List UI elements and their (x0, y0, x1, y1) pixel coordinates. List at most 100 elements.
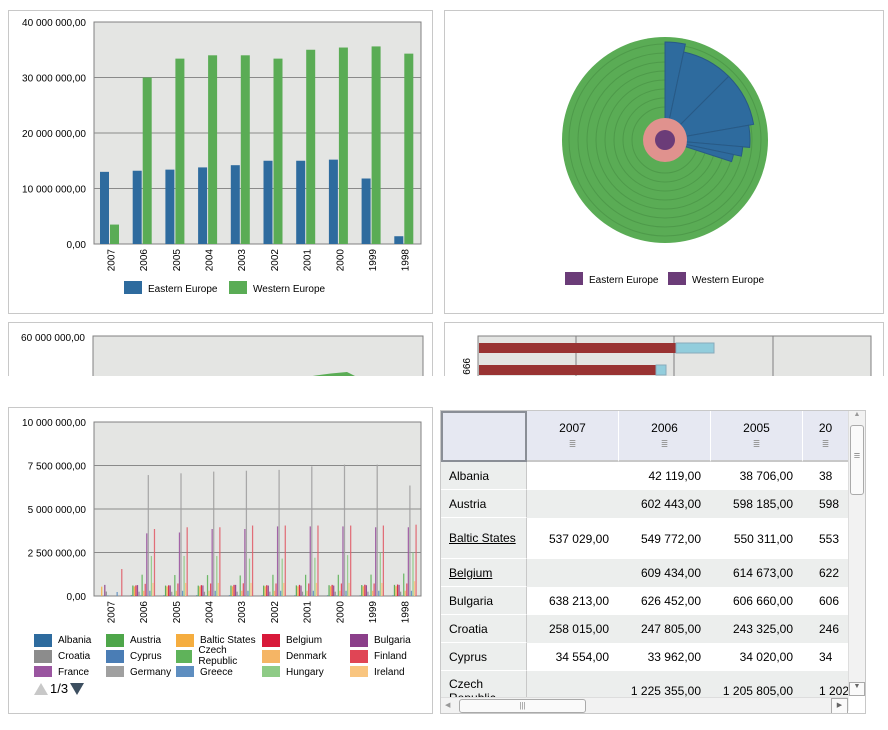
table-cell[interactable]: 246 (803, 615, 849, 643)
area-chart-panel: 60 000 000,00 (8, 322, 433, 382)
legend-swatch (262, 665, 280, 677)
column-header[interactable]: 2007 ≣ (527, 411, 619, 462)
table-cell[interactable]: 38 (803, 462, 849, 490)
table-cell[interactable]: 549 772,00 (619, 518, 711, 559)
table-cell[interactable]: 614 673,00 (711, 559, 803, 587)
table-cell[interactable]: 598 185,00 (711, 490, 803, 518)
legend-item[interactable]: Belgium (262, 632, 350, 648)
table-cell[interactable]: 258 015,00 (527, 615, 619, 643)
row-header[interactable]: Baltic States (441, 518, 527, 559)
column-header[interactable]: 20 ≣ (803, 411, 849, 462)
legend-item[interactable]: Czech Republic (176, 645, 262, 667)
bar (101, 586, 103, 596)
table-cell[interactable]: 553 (803, 518, 849, 559)
legend-item[interactable]: Hungary (262, 664, 350, 677)
bar (197, 585, 199, 596)
table-cell[interactable]: 609 434,00 (619, 559, 711, 587)
legend-swatch (106, 665, 124, 677)
scroll-thumb-horizontal[interactable]: ||| (459, 699, 586, 713)
scroll-down-icon[interactable]: ▼ (849, 682, 865, 696)
bar (370, 574, 372, 596)
column-header[interactable]: 2006 ≣ (619, 411, 711, 462)
scroll-left-icon[interactable]: ◀ (445, 702, 451, 709)
table-cell[interactable]: 602 443,00 (619, 490, 711, 518)
legend-item[interactable]: Cyprus (106, 648, 176, 664)
legend-item[interactable]: France (34, 664, 106, 677)
x-tick-label: 2006 (139, 601, 150, 624)
table-cell[interactable]: 638 213,00 (527, 587, 619, 615)
bar (245, 470, 248, 596)
table-cell[interactable] (527, 490, 619, 518)
table-cell[interactable]: 598 (803, 490, 849, 518)
table-cell[interactable]: 33 962,00 (619, 643, 711, 671)
table-cell[interactable]: 606 660,00 (711, 587, 803, 615)
table-cell[interactable]: 626 452,00 (619, 587, 711, 615)
bar (263, 585, 265, 596)
bar (264, 586, 266, 596)
bar (339, 590, 341, 596)
bar (121, 569, 123, 596)
vertical-scrollbar[interactable]: ▲ ≡ ▼ (848, 411, 865, 696)
legend-item[interactable]: Albania (34, 632, 106, 648)
bar (326, 595, 329, 596)
grid-corner-cell[interactable] (441, 411, 527, 462)
row-header: Bulgaria (441, 587, 527, 615)
table-cell[interactable] (527, 462, 619, 490)
filter-icon[interactable]: ≣ (568, 439, 577, 449)
x-tick-label: 2003 (237, 249, 248, 272)
table-cell[interactable]: 537 029,00 (527, 518, 619, 559)
y-tick-label: 2 500 000,00 (28, 549, 87, 560)
bar (181, 590, 184, 596)
horizontal-bar-chart-panel: 999 (444, 322, 884, 382)
filter-icon[interactable]: ≣ (660, 439, 669, 449)
bar (198, 167, 208, 244)
table-cell[interactable]: 34 554,00 (527, 643, 619, 671)
table-cell[interactable]: 550 311,00 (711, 518, 803, 559)
region-pie-chart: Eastern Europe Western Europe (562, 37, 768, 286)
legend-swatch (262, 633, 280, 647)
bar (373, 583, 375, 596)
legend-item[interactable]: Croatia (34, 648, 106, 664)
bar (479, 365, 656, 375)
legend-item[interactable]: Baltic States (176, 632, 262, 648)
horizontal-scrollbar[interactable]: ◀ ||| ▶ (441, 697, 848, 713)
filter-icon[interactable]: ≣ (821, 439, 830, 449)
legend-item[interactable]: Greece (176, 664, 262, 677)
table-cell[interactable]: 243 325,00 (711, 615, 803, 643)
bar (136, 585, 139, 596)
table-cell[interactable]: 622 (803, 559, 849, 587)
bar (171, 591, 173, 596)
bar (166, 586, 168, 596)
bar (328, 159, 338, 244)
legend-item[interactable]: Denmark (262, 648, 350, 664)
scroll-thumb[interactable]: ≡ (850, 425, 864, 495)
table-cell[interactable] (527, 559, 619, 587)
legend-item[interactable]: Ireland (350, 664, 422, 677)
bar (308, 583, 310, 596)
bar (368, 595, 371, 596)
bar (139, 595, 142, 596)
scroll-up-icon[interactable]: ▲ (853, 411, 861, 418)
legend-label: Belgium (286, 634, 323, 646)
legend-item[interactable]: Austria (106, 632, 176, 648)
page-up-icon[interactable] (34, 682, 48, 695)
scroll-right-icon[interactable]: ▶ (831, 698, 848, 713)
legend-item[interactable]: Bulgaria (350, 632, 422, 648)
table-cell[interactable]: 38 706,00 (711, 462, 803, 490)
filter-icon[interactable]: ≣ (752, 439, 761, 449)
column-header[interactable]: 2005 ≣ (711, 411, 803, 462)
legend-item[interactable]: Finland (350, 648, 422, 664)
bar (153, 529, 156, 596)
legend-item[interactable]: Germany (106, 664, 176, 677)
bar (138, 591, 140, 596)
legend-label: Greece (200, 666, 233, 678)
legend-swatch (176, 665, 194, 677)
table-cell[interactable]: 34 (803, 643, 849, 671)
table-cell[interactable]: 42 119,00 (619, 462, 711, 490)
page-down-icon[interactable] (70, 682, 85, 695)
row-header[interactable]: Belgium (441, 559, 527, 587)
table-cell[interactable]: 247 805,00 (619, 615, 711, 643)
y-tick-label: 5 000 000,00 (28, 505, 87, 516)
table-cell[interactable]: 606 (803, 587, 849, 615)
table-cell[interactable]: 34 020,00 (711, 643, 803, 671)
